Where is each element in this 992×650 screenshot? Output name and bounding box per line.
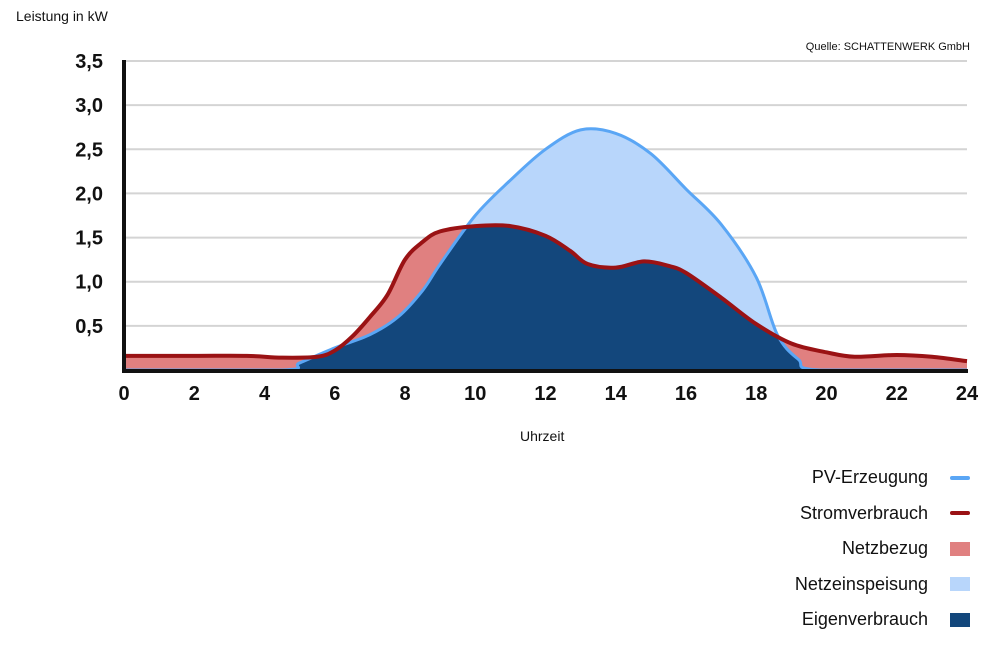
x-tick-label: 8 bbox=[399, 383, 410, 405]
legend-item-netzeinspeisung: Netzeinspeisung bbox=[795, 567, 970, 603]
y-tick-label: 3,0 bbox=[75, 95, 103, 117]
legend-swatch bbox=[950, 577, 970, 592]
y-tick-label: 2,0 bbox=[75, 183, 103, 205]
y-tick-label: 1,5 bbox=[75, 228, 103, 250]
legend-label: PV-Erzeugung bbox=[811, 467, 928, 488]
legend-item-netzbezug: Netzbezug bbox=[795, 531, 970, 567]
legend-label: Stromverbrauch bbox=[799, 502, 928, 523]
x-tick-label: 4 bbox=[259, 383, 271, 405]
x-tick-label: 0 bbox=[118, 383, 129, 405]
x-tick-label: 2 bbox=[189, 383, 200, 405]
legend-swatch bbox=[950, 511, 970, 516]
y-axis-label: Leistung in kW bbox=[16, 8, 108, 24]
x-tick-label: 12 bbox=[534, 383, 556, 405]
legend-item-eigenverbrauch: Eigenverbrauch bbox=[795, 602, 970, 638]
y-tick-label: 1,0 bbox=[75, 272, 103, 294]
legend-label: Netzeinspeisung bbox=[794, 573, 928, 594]
y-tick-label: 2,5 bbox=[75, 139, 103, 161]
legend-label: Netzbezug bbox=[841, 538, 928, 559]
x-tick-label: 16 bbox=[675, 383, 697, 405]
x-tick-label: 6 bbox=[329, 383, 340, 405]
legend-swatch bbox=[950, 541, 970, 556]
y-tick-label: 3,5 bbox=[75, 51, 103, 73]
x-axis-label: Uhrzeit bbox=[520, 428, 565, 444]
legend-label: Eigenverbrauch bbox=[801, 609, 928, 630]
x-tick-label: 20 bbox=[815, 383, 837, 405]
x-tick-label: 24 bbox=[956, 383, 979, 405]
x-tick-label: 22 bbox=[886, 383, 908, 405]
legend-item-stromverbrauch: Stromverbrauch bbox=[795, 496, 970, 532]
stromverbrauch-line bbox=[124, 223, 968, 364]
legend-swatch bbox=[950, 612, 970, 627]
legend-item-pv: PV-Erzeugung bbox=[795, 460, 970, 496]
y-tick-label: 0,5 bbox=[75, 316, 103, 338]
legend: PV-Erzeugung Stromverbrauch Netzbezug Ne… bbox=[795, 460, 970, 638]
x-tick-label: 14 bbox=[605, 383, 628, 405]
source-note: Quelle: SCHATTENWERK GmbH bbox=[805, 41, 970, 53]
x-tick-label: 10 bbox=[464, 383, 486, 405]
x-tick-label: 18 bbox=[745, 383, 767, 405]
legend-swatch bbox=[950, 475, 970, 480]
